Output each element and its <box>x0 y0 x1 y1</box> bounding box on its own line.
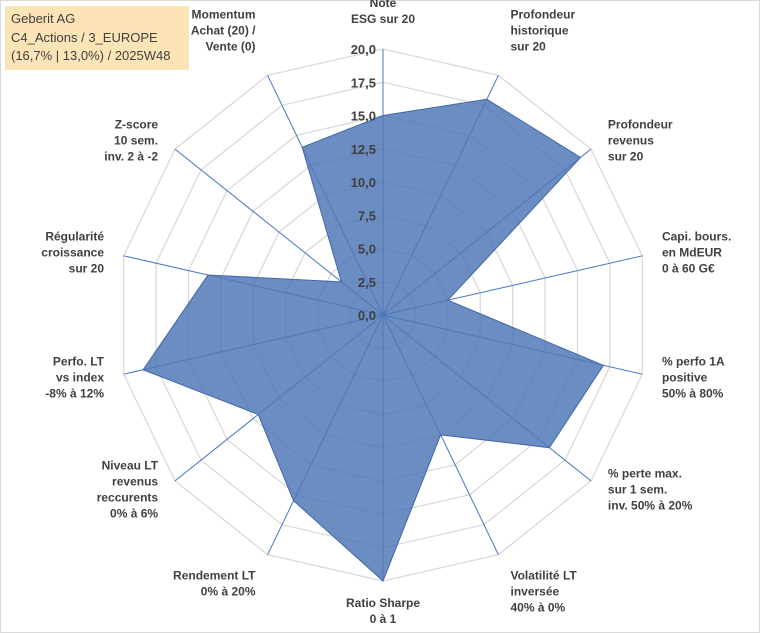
performance-week: (16,7% | 13,0%) / 2025W48 <box>11 48 171 63</box>
series-area <box>142 98 605 582</box>
radar-series <box>123 49 643 582</box>
axis-label-11: Régularité croissance sur 20 <box>41 230 104 276</box>
data-point-9 <box>257 414 259 416</box>
spoke-overlay-3 <box>382 255 643 316</box>
axis-label-6: Volatilité LT inversée 40% à 0% <box>510 568 577 614</box>
tick-label: 17,5 <box>351 75 376 90</box>
tick-label: 5,0 <box>358 242 376 257</box>
axis-label-12: Z-score 10 sem. inv. 2 à -2 <box>104 117 158 163</box>
tick-label: 12,5 <box>351 142 376 157</box>
tick-label: 2,5 <box>358 275 376 290</box>
spoke-overlay-11 <box>123 255 384 316</box>
data-point-8 <box>293 500 295 502</box>
spoke-overlay-5 <box>382 314 592 482</box>
tick-label: 15,0 <box>351 109 376 124</box>
data-point-11 <box>207 274 209 276</box>
data-point-0 <box>382 115 384 116</box>
chart-title-box: Geberit AG C4_Actions / 3_EUROPE (16,7% … <box>5 6 189 70</box>
spoke-overlay-1 <box>382 75 499 316</box>
data-point-10 <box>142 369 144 371</box>
axis-label-10: Perfo. LT vs index -8% à 12% <box>45 354 104 400</box>
radar-axis-labels: Note ESG sur 20 Profondeur historique sur 20… <box>41 0 731 626</box>
spoke-overlay-10 <box>123 314 384 375</box>
axis-label-1: Profondeur historique sur 20 <box>510 8 575 54</box>
axis-label-7: Ratio Sharpe 0 à 1 <box>346 596 420 626</box>
tick-label: 10,0 <box>351 175 376 190</box>
axis-label-2: Profondeur revenus sur 20 <box>608 117 673 163</box>
spoke-overlay-9 <box>174 314 384 482</box>
spoke-overlay-2 <box>382 148 592 316</box>
axis-label-8: Rendement LT 0% à 20% <box>173 568 256 598</box>
axis-label-0: Note ESG sur 20 <box>351 0 415 26</box>
spoke-overlay-4 <box>382 314 643 375</box>
portfolio-category: C4_Actions / 3_EUROPE <box>11 29 158 45</box>
tick-label: 0,0 <box>358 308 376 323</box>
data-point-4 <box>602 364 604 366</box>
data-point-3 <box>447 299 449 301</box>
axis-label-9: Niveau LT revenus reccurents 0% à 6% <box>97 459 159 521</box>
spoke-overlay-12 <box>174 148 384 316</box>
data-point-7 <box>382 580 384 582</box>
data-point-13 <box>301 146 303 148</box>
axis-label-13: Momentum Achat (20) / Vente (0) <box>191 8 256 54</box>
spoke-overlay-13 <box>267 75 384 316</box>
data-point-2 <box>580 156 582 158</box>
company-name: Geberit AG <box>11 11 76 26</box>
axis-label-5: % perte max. sur 1 sem. inv. 50% à 20% <box>608 467 693 513</box>
tick-label: 7,5 <box>358 208 376 223</box>
data-point-1 <box>486 98 488 100</box>
data-point-12 <box>340 281 342 283</box>
axis-label-3: Capi. bours. en MdEUR 0 à 60 G€ <box>662 230 731 276</box>
axis-label-4: % perfo 1A positive 50% à 80% <box>662 354 725 400</box>
spoke-overlay-8 <box>267 314 384 555</box>
tick-label: 20,0 <box>351 42 376 57</box>
radar-tick-labels: 0,0 2,5 5,0 7,5 10,0 12,5 15,0 17,5 20,0 <box>351 42 376 323</box>
data-point-6 <box>440 434 442 436</box>
data-point-5 <box>548 447 550 449</box>
